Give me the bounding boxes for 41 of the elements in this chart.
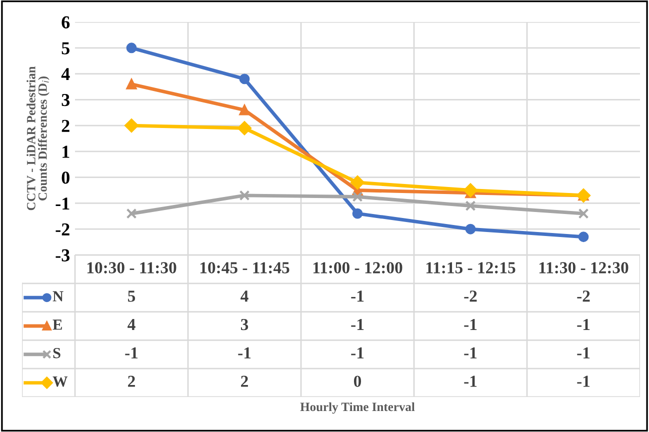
y-axis-title: CCTV - LiDAR Pedestrian Counts Differences (D$_{i}$) (26, 66, 50, 210)
data-label: -1 (464, 347, 477, 358)
data-label: -1 (577, 376, 590, 387)
data-label: -1 (351, 347, 364, 358)
legend-label: E (52, 320, 62, 330)
x-tick-label: 10:45 - 11:45 (200, 262, 290, 274)
legend-label: W (52, 376, 68, 387)
y-tick-label: 3 (62, 94, 70, 106)
legend-label: S (53, 348, 60, 358)
y-tick-label: -2 (56, 223, 70, 236)
x-tick-label: 11:30 - 12:30 (539, 262, 628, 274)
y-tick-label: -3 (56, 249, 70, 262)
legend-label: N (52, 291, 64, 302)
data-label: 3 (240, 318, 248, 330)
text: Hourly Time Interval (300, 402, 415, 414)
data-label: -1 (238, 347, 251, 358)
data-label: -1 (464, 376, 477, 387)
y-tick-label: 6 (62, 16, 70, 28)
data-label: 5 (128, 290, 136, 302)
x-tick-label: 11:15 - 12:15 (426, 262, 516, 274)
y-tick-label: 2 (62, 120, 70, 132)
data-label: -1 (351, 319, 364, 330)
data-label: -2 (464, 290, 477, 302)
y-tick-label: -1 (56, 198, 70, 210)
x-tick-label: 11:00 - 12:00 (313, 262, 402, 274)
data-label: 4 (240, 290, 248, 302)
y-tick-label: 4 (61, 68, 70, 80)
data-label: -1 (577, 319, 590, 330)
data-label: -1 (577, 347, 590, 358)
data-label: -1 (125, 347, 138, 358)
data-label: 4 (128, 319, 136, 330)
y-tick-label: 5 (62, 42, 70, 54)
y-tick-label: 0 (62, 172, 70, 184)
data-label: -1 (464, 319, 477, 330)
data-label: -1 (351, 290, 364, 302)
data-label: 2 (128, 376, 135, 387)
data-label: 0 (354, 376, 362, 387)
y-tick-label: 1 (62, 146, 70, 158)
x-tick-label: 10:30 - 11:30 (87, 262, 176, 274)
data-label: -2 (577, 290, 590, 302)
data-label: 2 (241, 376, 248, 387)
